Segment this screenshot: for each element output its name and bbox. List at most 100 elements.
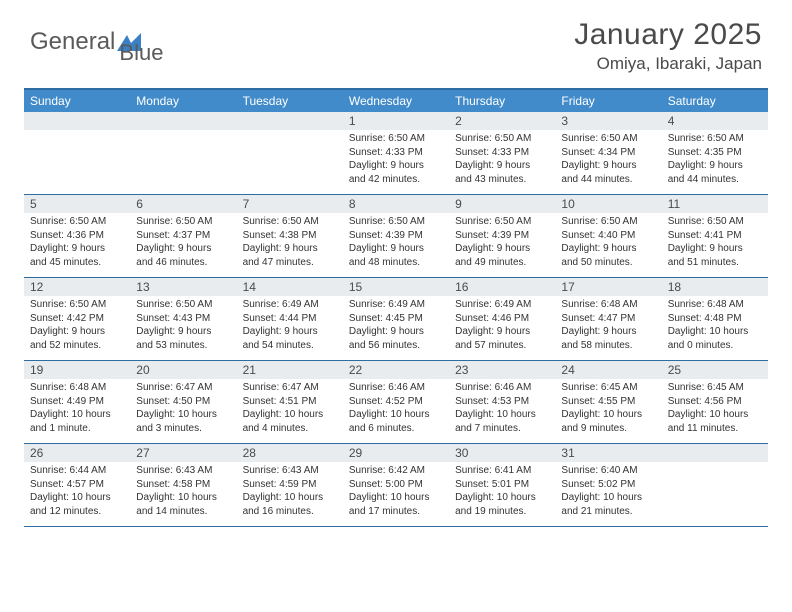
day-cell: 2Sunrise: 6:50 AMSunset: 4:33 PMDaylight… xyxy=(449,112,555,194)
sunset-text: Sunset: 4:37 PM xyxy=(136,229,230,243)
day-details: Sunrise: 6:48 AMSunset: 4:48 PMDaylight:… xyxy=(662,296,768,356)
sunrise-text: Sunrise: 6:50 AM xyxy=(30,298,124,312)
sunrise-text: Sunrise: 6:45 AM xyxy=(668,381,762,395)
day-number: 22 xyxy=(343,361,449,379)
daylight-text: Daylight: 9 hours and 47 minutes. xyxy=(243,242,337,269)
sunset-text: Sunset: 4:45 PM xyxy=(349,312,443,326)
brand-name-2: Blue xyxy=(119,40,163,65)
sunrise-text: Sunrise: 6:46 AM xyxy=(455,381,549,395)
daylight-text: Daylight: 10 hours and 9 minutes. xyxy=(561,408,655,435)
calendar-week: 26 Sunrise: 6:44 AMSunset: 4:57 PM Dayligh… xyxy=(24,444,768,527)
daylight-text: Daylight: 9 hours and 42 minutes. xyxy=(349,159,443,186)
day-details: Sunrise: 6:47 AMSunset: 4:51 PMDaylight:… xyxy=(237,379,343,439)
sunrise-text: Sunrise: 6:50 AM xyxy=(455,215,549,229)
day-number: 26 xyxy=(24,444,130,462)
day-header: Monday xyxy=(130,90,236,112)
day-cell: 10Sunrise: 6:50 AMSunset: 4:40 PMDayligh… xyxy=(555,195,661,277)
day-details: Sunrise: 6:46 AMSunset: 4:52 PMDaylight:… xyxy=(343,379,449,439)
day-cell: 8Sunrise: 6:50 AMSunset: 4:39 PMDaylight… xyxy=(343,195,449,277)
day-details: Sunrise: 6:42 AMSunset: 5:00 PMDaylight:… xyxy=(343,462,449,522)
sunrise-text: Sunrise: 6:45 AM xyxy=(561,381,655,395)
sunset-text: Sunset: 4:38 PM xyxy=(243,229,337,243)
sunset-text: Sunset: 4:50 PM xyxy=(136,395,230,409)
sunrise-text: Sunrise: 6:49 AM xyxy=(243,298,337,312)
sunset-text: Sunset: 4:34 PM xyxy=(561,146,655,160)
day-details: Sunrise: 6:50 AMSunset: 4:41 PMDaylight:… xyxy=(662,213,768,273)
calendar-week: 12Sunrise: 6:50 AMSunset: 4:42 PMDayligh… xyxy=(24,278,768,361)
day-number: 21 xyxy=(237,361,343,379)
sunset-text: Sunset: 4:57 PM xyxy=(30,478,124,492)
sunset-text: Sunset: 4:40 PM xyxy=(561,229,655,243)
sunrise-text: Sunrise: 6:49 AM xyxy=(455,298,549,312)
daylight-text: Daylight: 9 hours and 54 minutes. xyxy=(243,325,337,352)
sunset-text: Sunset: 5:02 PM xyxy=(561,478,655,492)
daylight-text: Daylight: 9 hours and 46 minutes. xyxy=(136,242,230,269)
day-number: 27 xyxy=(130,444,236,462)
daylight-text: Daylight: 9 hours and 52 minutes. xyxy=(30,325,124,352)
day-cell: 23Sunrise: 6:46 AMSunset: 4:53 PMDayligh… xyxy=(449,361,555,443)
day-details: Sunrise: 6:50 AMSunset: 4:38 PMDaylight:… xyxy=(237,213,343,273)
day-number: 19 xyxy=(24,361,130,379)
sunset-text: Sunset: 4:42 PM xyxy=(30,312,124,326)
day-cell: 28Sunrise: 6:43 AMSunset: 4:59 PMDayligh… xyxy=(237,444,343,526)
day-number: 14 xyxy=(237,278,343,296)
day-cell: 9Sunrise: 6:50 AMSunset: 4:39 PMDaylight… xyxy=(449,195,555,277)
sunrise-text: Sunrise: 6:44 AM xyxy=(30,464,124,478)
sunrise-text: Sunrise: 6:50 AM xyxy=(243,215,337,229)
day-cell: 26Sunrise: 6:44 AMSunset: 4:57 PMDayligh… xyxy=(24,444,130,526)
sunset-text: Sunset: 4:44 PM xyxy=(243,312,337,326)
day-number: 29 xyxy=(343,444,449,462)
day-cell: 29Sunrise: 6:42 AMSunset: 5:00 PMDayligh… xyxy=(343,444,449,526)
day-cell xyxy=(130,112,236,194)
day-number: 10 xyxy=(555,195,661,213)
daylight-text: Daylight: 10 hours and 16 minutes. xyxy=(243,491,337,518)
sunrise-text: Sunrise: 6:50 AM xyxy=(136,215,230,229)
sunset-text: Sunset: 4:55 PM xyxy=(561,395,655,409)
daylight-text: Daylight: 10 hours and 7 minutes. xyxy=(455,408,549,435)
sunrise-text: Sunrise: 6:50 AM xyxy=(668,215,762,229)
sunset-text: Sunset: 4:56 PM xyxy=(668,395,762,409)
day-details: Sunrise: 6:50 AMSunset: 4:33 PMDaylight:… xyxy=(343,130,449,190)
day-details: Sunrise: 6:50 AMSunset: 4:40 PMDaylight:… xyxy=(555,213,661,273)
brand-name-1: General xyxy=(30,28,115,56)
sunset-text: Sunset: 4:52 PM xyxy=(349,395,443,409)
day-number: 3 xyxy=(555,112,661,130)
daylight-text: Daylight: 9 hours and 43 minutes. xyxy=(455,159,549,186)
day-cell: 5Sunrise: 6:50 AMSunset: 4:36 PMDaylight… xyxy=(24,195,130,277)
day-details: Sunrise: 6:50 AMSunset: 4:42 PMDaylight:… xyxy=(24,296,130,356)
day-number: 13 xyxy=(130,278,236,296)
day-cell xyxy=(24,112,130,194)
sunrise-text: Sunrise: 6:48 AM xyxy=(668,298,762,312)
day-number: 9 xyxy=(449,195,555,213)
day-cell: 31Sunrise: 6:40 AMSunset: 5:02 PMDayligh… xyxy=(555,444,661,526)
day-number: 8 xyxy=(343,195,449,213)
brand-logo: General Blue xyxy=(30,18,163,66)
sunrise-text: Sunrise: 6:50 AM xyxy=(561,215,655,229)
day-details: Sunrise: 6:45 AMSunset: 4:56 PMDaylight:… xyxy=(662,379,768,439)
sunrise-text: Sunrise: 6:43 AM xyxy=(136,464,230,478)
day-cell: 14 Sunrise: 6:49 AMSunset: 4:44 PMDayligh… xyxy=(237,278,343,360)
daylight-text: Daylight: 9 hours and 49 minutes. xyxy=(455,242,549,269)
calendar-week: 5Sunrise: 6:50 AMSunset: 4:36 PMDaylight… xyxy=(24,195,768,278)
daylight-text: Daylight: 9 hours and 57 minutes. xyxy=(455,325,549,352)
day-cell xyxy=(662,444,768,526)
day-cell: 13Sunrise: 6:50 AMSunset: 4:43 PMDayligh… xyxy=(130,278,236,360)
day-details: Sunrise: 6:50 AMSunset: 4:36 PMDaylight:… xyxy=(24,213,130,273)
day-header: Wednesday xyxy=(343,90,449,112)
day-number: 28 xyxy=(237,444,343,462)
day-number: 15 xyxy=(343,278,449,296)
day-details: Sunrise: 6:50 AMSunset: 4:35 PMDaylight:… xyxy=(662,130,768,190)
day-details: Sunrise: 6:49 AMSunset: 4:46 PMDaylight:… xyxy=(449,296,555,356)
day-details: Sunrise: 6:50 AMSunset: 4:34 PMDaylight:… xyxy=(555,130,661,190)
day-number: 24 xyxy=(555,361,661,379)
day-details: Sunrise: 6:50 AMSunset: 4:33 PMDaylight:… xyxy=(449,130,555,190)
day-headers-row: SundayMondayTuesdayWednesdayThursdayFrid… xyxy=(24,90,768,112)
sunset-text: Sunset: 4:58 PM xyxy=(136,478,230,492)
sunrise-text: Sunrise: 6:48 AM xyxy=(561,298,655,312)
day-number: 12 xyxy=(24,278,130,296)
day-details: Sunrise: 6:50 AMSunset: 4:43 PMDaylight:… xyxy=(130,296,236,356)
calendar-week: 1Sunrise: 6:50 AMSunset: 4:33 PMDaylight… xyxy=(24,112,768,195)
daylight-text: Daylight: 10 hours and 14 minutes. xyxy=(136,491,230,518)
day-cell: 22Sunrise: 6:46 AMSunset: 4:52 PMDayligh… xyxy=(343,361,449,443)
sunset-text: Sunset: 4:47 PM xyxy=(561,312,655,326)
